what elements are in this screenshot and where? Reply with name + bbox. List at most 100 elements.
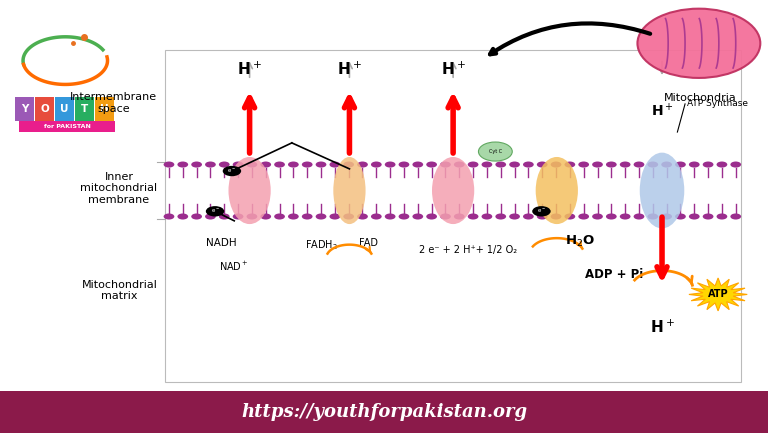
- Circle shape: [647, 213, 658, 220]
- Circle shape: [647, 162, 658, 168]
- Circle shape: [468, 162, 478, 168]
- Bar: [75, 97, 94, 121]
- Circle shape: [620, 213, 631, 220]
- Circle shape: [689, 213, 700, 220]
- Text: ATP: ATP: [708, 289, 728, 300]
- Text: FAD: FAD: [359, 238, 379, 248]
- Circle shape: [703, 162, 713, 168]
- Circle shape: [288, 213, 299, 220]
- Circle shape: [343, 162, 354, 168]
- Circle shape: [205, 162, 216, 168]
- Text: for PAKISTAN: for PAKISTAN: [44, 124, 91, 129]
- Circle shape: [233, 162, 243, 168]
- Circle shape: [440, 162, 451, 168]
- Text: H$_2$O: H$_2$O: [564, 234, 595, 249]
- Circle shape: [191, 213, 202, 220]
- Circle shape: [564, 162, 575, 168]
- Circle shape: [371, 213, 382, 220]
- Circle shape: [399, 213, 409, 220]
- Circle shape: [274, 213, 285, 220]
- Circle shape: [219, 162, 230, 168]
- Circle shape: [177, 213, 188, 220]
- Circle shape: [675, 213, 686, 220]
- Circle shape: [523, 213, 534, 220]
- Text: O: O: [40, 104, 49, 114]
- Circle shape: [537, 213, 548, 220]
- Circle shape: [675, 162, 686, 168]
- Circle shape: [385, 162, 396, 168]
- Circle shape: [191, 162, 202, 168]
- Circle shape: [592, 213, 603, 220]
- Circle shape: [233, 213, 243, 220]
- Bar: [35, 97, 54, 121]
- Circle shape: [689, 162, 700, 168]
- Circle shape: [247, 162, 257, 168]
- Circle shape: [482, 213, 492, 220]
- Circle shape: [399, 162, 409, 168]
- Circle shape: [606, 162, 617, 168]
- Circle shape: [532, 206, 551, 216]
- Text: Mitochondrial
matrix: Mitochondrial matrix: [81, 280, 157, 301]
- Circle shape: [730, 213, 741, 220]
- Circle shape: [329, 213, 340, 220]
- Text: Cyt C: Cyt C: [488, 149, 502, 154]
- Text: e$^-$: e$^-$: [537, 207, 546, 215]
- Text: H$^+$: H$^+$: [237, 61, 262, 78]
- Circle shape: [478, 142, 512, 161]
- Text: H$^+$: H$^+$: [441, 61, 465, 78]
- Circle shape: [454, 213, 465, 220]
- Circle shape: [260, 162, 271, 168]
- Circle shape: [164, 162, 174, 168]
- Circle shape: [717, 162, 727, 168]
- Text: H$^+$: H$^+$: [650, 102, 674, 119]
- Circle shape: [357, 213, 368, 220]
- Circle shape: [177, 162, 188, 168]
- Circle shape: [606, 213, 617, 220]
- Circle shape: [537, 162, 548, 168]
- Text: ATP Synthase: ATP Synthase: [687, 100, 748, 108]
- Circle shape: [302, 162, 313, 168]
- Circle shape: [730, 162, 741, 168]
- Circle shape: [164, 213, 174, 220]
- Circle shape: [661, 213, 672, 220]
- Circle shape: [592, 162, 603, 168]
- Circle shape: [551, 213, 561, 220]
- Circle shape: [302, 213, 313, 220]
- Ellipse shape: [535, 157, 578, 224]
- Circle shape: [482, 162, 492, 168]
- Circle shape: [523, 162, 534, 168]
- Circle shape: [495, 162, 506, 168]
- Circle shape: [371, 162, 382, 168]
- Circle shape: [412, 162, 423, 168]
- Text: e$^-$: e$^-$: [227, 167, 237, 175]
- Bar: [95, 97, 114, 121]
- Ellipse shape: [333, 157, 366, 224]
- Ellipse shape: [640, 152, 684, 228]
- Text: H$^+$: H$^+$: [337, 61, 362, 78]
- Circle shape: [634, 213, 644, 220]
- Text: Intermembrane
space: Intermembrane space: [71, 92, 157, 113]
- Circle shape: [260, 213, 271, 220]
- Text: U: U: [60, 104, 68, 114]
- Bar: [19, 121, 115, 132]
- Text: 2 e⁻ + 2 H⁺+ 1/2 O₂: 2 e⁻ + 2 H⁺+ 1/2 O₂: [419, 245, 518, 255]
- Bar: [15, 97, 34, 121]
- Circle shape: [219, 213, 230, 220]
- Bar: [165, 50, 741, 382]
- Circle shape: [247, 213, 257, 220]
- Text: NADH: NADH: [206, 238, 237, 248]
- Text: ADP + Pi: ADP + Pi: [585, 268, 644, 281]
- Circle shape: [357, 162, 368, 168]
- Circle shape: [343, 213, 354, 220]
- Text: e$^-$: e$^-$: [210, 207, 220, 215]
- Text: H: H: [100, 104, 109, 114]
- Circle shape: [620, 162, 631, 168]
- Circle shape: [468, 213, 478, 220]
- Text: T: T: [81, 104, 88, 114]
- Circle shape: [316, 213, 326, 220]
- Circle shape: [426, 213, 437, 220]
- Circle shape: [412, 213, 423, 220]
- Circle shape: [440, 213, 451, 220]
- Text: H$^+$: H$^+$: [650, 318, 674, 336]
- Text: FADH$_2$: FADH$_2$: [305, 238, 337, 252]
